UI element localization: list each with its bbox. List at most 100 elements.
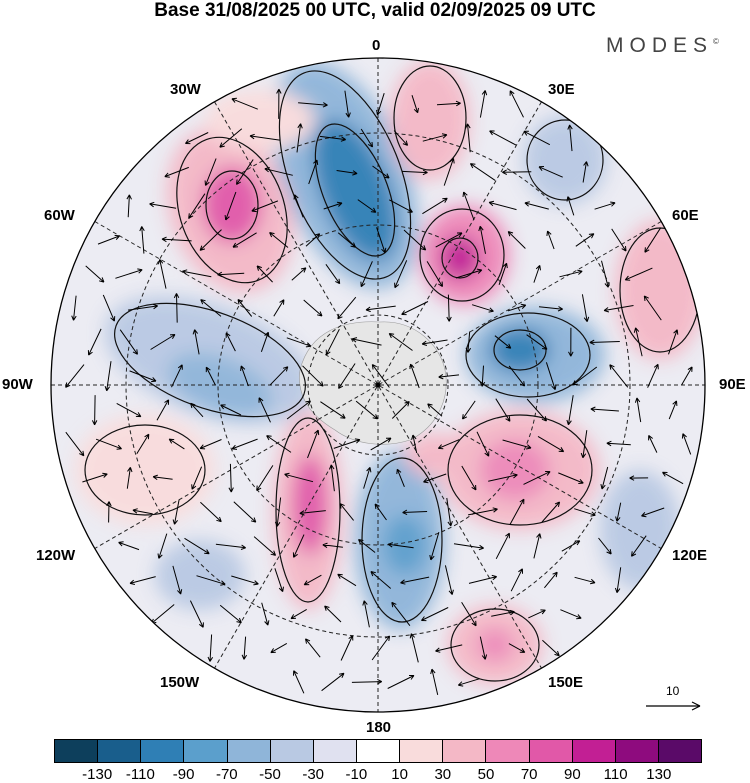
colorbar-cell xyxy=(141,740,185,762)
wind-arrow xyxy=(403,229,427,251)
wind-arrow xyxy=(479,90,488,118)
wind-arrow xyxy=(374,503,387,521)
wind-arrow xyxy=(471,304,494,313)
wind-arrow xyxy=(580,430,588,459)
wind-arrow xyxy=(614,567,622,593)
lon-label-120e: 120E xyxy=(672,547,708,564)
wind-arrow xyxy=(274,568,284,593)
map-border xyxy=(50,57,706,713)
wind-arrow xyxy=(168,438,185,450)
wind-arrow xyxy=(421,339,448,346)
colorbar-cell xyxy=(400,740,444,762)
wind-arrow xyxy=(648,435,658,453)
wind-arrow xyxy=(319,135,346,142)
colorbar-tick-label: 70 xyxy=(520,766,538,783)
wind-arrow xyxy=(538,306,563,312)
wind-arrow xyxy=(296,123,303,153)
wind-arrow xyxy=(303,574,322,586)
wind-arrow xyxy=(189,600,204,628)
wind-arrow xyxy=(231,97,258,110)
wind-arrow xyxy=(523,471,551,485)
wind-arrow xyxy=(228,463,234,493)
wind-arrow xyxy=(185,132,209,145)
wind-arrow xyxy=(224,191,237,221)
wind-arrow xyxy=(495,532,510,560)
colorbar-cell xyxy=(227,740,271,762)
colorbar-tick-label: 110 xyxy=(603,766,628,783)
wind-arrow xyxy=(82,472,108,483)
colorbar-tick-label: -50 xyxy=(259,766,281,783)
wind-arrow xyxy=(236,159,254,185)
wind-arrow xyxy=(523,130,551,146)
wind-arrow xyxy=(102,294,116,322)
wind-arrow xyxy=(337,232,356,248)
wind-arrow xyxy=(207,634,214,662)
anomaly-positive-sse-core xyxy=(477,629,513,661)
wind-arrow xyxy=(293,194,304,218)
wind-arrow xyxy=(402,169,428,176)
wind-arrow xyxy=(510,568,523,592)
wind-arrow xyxy=(217,271,245,278)
wind-arrow xyxy=(119,329,138,355)
wind-arrow xyxy=(184,537,210,555)
wind-arrow xyxy=(87,328,102,356)
wind-arrow xyxy=(582,161,589,183)
lon-label-150e: 150E xyxy=(548,674,584,691)
lon-label-150w: 150W xyxy=(160,674,200,691)
lon-label-60w: 60W xyxy=(44,207,75,224)
wind-arrow xyxy=(491,609,515,617)
wind-arrow xyxy=(339,503,354,521)
wind-arrow xyxy=(219,604,242,624)
wind-arrow xyxy=(357,199,377,213)
wind-arrow xyxy=(260,331,270,352)
wind-arrow xyxy=(320,401,346,419)
wind-arrow xyxy=(502,169,532,175)
wind-arrow xyxy=(365,305,396,313)
wind-arrow xyxy=(355,400,379,420)
wind-arrow xyxy=(298,102,328,108)
wind-arrow xyxy=(391,401,410,419)
wind-arrow xyxy=(371,364,390,388)
wind-arrow xyxy=(462,400,476,420)
wind-arrow xyxy=(157,259,167,289)
reference-vector xyxy=(646,701,701,711)
reference-vector-label: 10 xyxy=(666,684,680,698)
wind-arrow xyxy=(589,339,620,346)
wind-arrow xyxy=(609,364,629,388)
wind-arrow xyxy=(204,158,217,186)
wind-arrow xyxy=(396,468,405,487)
wind-arrow xyxy=(293,670,305,694)
wind-arrow xyxy=(423,473,447,484)
wind-arrow xyxy=(634,397,642,423)
graticule xyxy=(51,58,705,712)
wind-arrow xyxy=(662,471,684,485)
wind-arrow xyxy=(376,227,387,254)
wind-arrow xyxy=(237,299,253,317)
wind-arrow xyxy=(118,541,140,551)
wind-arrow xyxy=(507,231,526,249)
wind-arrow xyxy=(126,194,132,218)
wind-arrow xyxy=(465,123,471,153)
wind-arrow xyxy=(566,196,575,216)
wind-arrow xyxy=(574,508,596,517)
lon-label-180: 180 xyxy=(366,719,392,736)
wind-arrow xyxy=(429,531,440,561)
wind-arrow xyxy=(393,130,409,146)
wind-arrow xyxy=(524,201,549,210)
wind-arrow xyxy=(391,601,411,627)
anomaly-negative-sw xyxy=(155,540,245,610)
wind-arrow xyxy=(479,365,486,387)
wind-arrow xyxy=(264,167,293,176)
colorbar-tick-label: -130 xyxy=(82,766,113,783)
wind-arrow xyxy=(205,366,216,386)
wind-arrow xyxy=(351,678,383,685)
wind-arrow xyxy=(173,293,180,323)
anomaly-positive-west xyxy=(75,415,215,525)
wind-arrow xyxy=(266,435,292,453)
wind-arrow xyxy=(191,466,203,490)
colorbar-tick-label: 30 xyxy=(434,766,452,783)
anomaly-positive-north xyxy=(390,60,470,180)
wind-arrow xyxy=(344,90,351,118)
wind-arrow xyxy=(526,398,547,422)
colorbar-tick-label: -110 xyxy=(125,766,155,783)
